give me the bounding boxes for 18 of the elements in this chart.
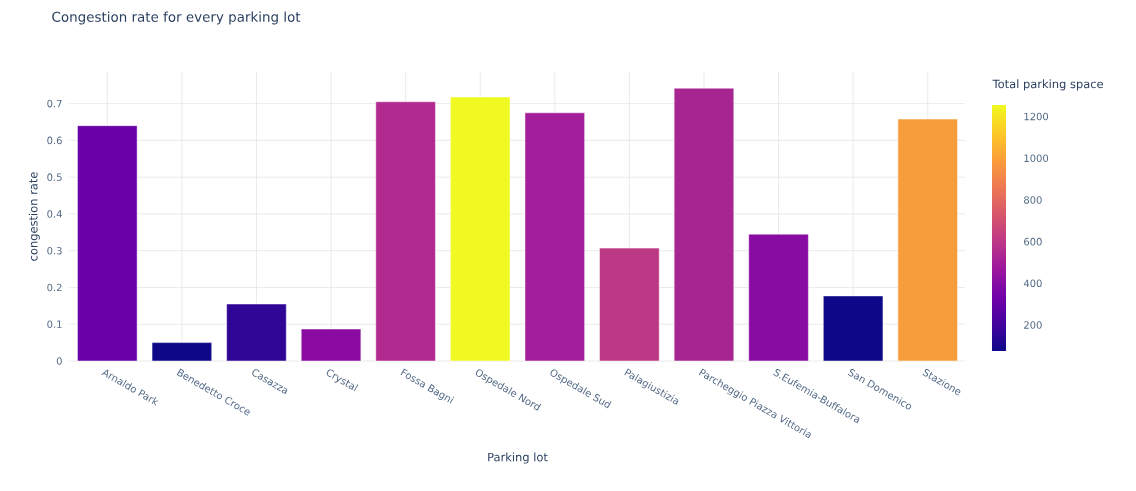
y-tick-label: 0.5 [47,173,62,181]
color-bar-label: 800 [1024,196,1042,204]
color-bar-label: 400 [1023,279,1042,288]
y-tick-label: 0.7 [47,99,62,108]
color-bar-label: 1000 [1024,154,1049,163]
chart-title: Congestion rate for every parking lot [52,11,301,25]
color-bar-label: 600 [1024,237,1042,246]
y-tick-label: 0.1 [47,320,62,328]
color-bar-title: Total parking space [992,79,1103,91]
y-tick-label: 0.4 [47,210,62,218]
y-tick-label: 0.6 [47,136,62,145]
y-tick-label: 0 [56,357,62,365]
color-bar-label: 1200 [1024,112,1049,121]
x-axis-title: Parking lot [488,452,548,464]
y-tick-label: 0.2 [47,283,62,292]
y-axis-title: congestion rate [28,172,40,261]
y-tick-label: 0.3 [47,246,62,255]
color-bar-label: 200 [1024,321,1042,329]
